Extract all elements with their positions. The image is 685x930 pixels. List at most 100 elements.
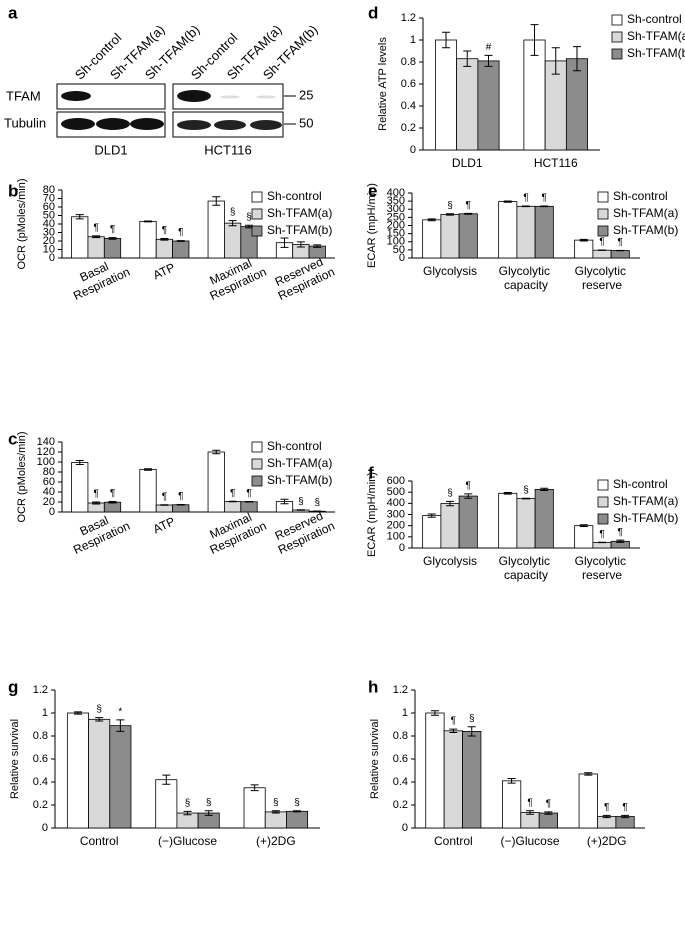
bar [440, 214, 460, 259]
y-tick-label: 1.2 [393, 684, 408, 696]
bar [155, 238, 173, 259]
error-bar [449, 728, 458, 734]
error-bar [75, 214, 84, 220]
size-marker: 50 [299, 115, 313, 130]
y-tick-label: 1 [410, 34, 416, 46]
significance-marker: § [294, 797, 300, 808]
bar [538, 812, 559, 829]
error-bar [584, 772, 593, 776]
error-bar [530, 24, 539, 56]
y-tick-label: 0.2 [401, 122, 416, 134]
y-tick-label: 100 [387, 236, 405, 248]
legend-label: Sh-TFAM(b) [267, 473, 332, 487]
significance-marker: ¶ [93, 489, 98, 500]
bar [443, 730, 463, 829]
y-tick-label: 0 [399, 252, 405, 264]
legend-swatch [597, 496, 609, 508]
error-bar [92, 235, 101, 239]
bar [462, 731, 482, 829]
y-tick-label: 250 [387, 211, 405, 223]
y-tick-label: 0.8 [33, 730, 48, 742]
error-bar [176, 240, 185, 242]
band [177, 120, 211, 130]
y-tick-label: 300 [387, 508, 405, 520]
legend-swatch [251, 441, 263, 453]
y-tick-label: 0.2 [393, 799, 408, 811]
y-tick-label: 50 [43, 209, 55, 221]
bar [207, 451, 225, 513]
bar [434, 39, 458, 151]
error-bar [602, 814, 611, 819]
y-tick-label: 80 [43, 466, 55, 478]
legend-label: Sh-control [613, 477, 668, 491]
error-bar [540, 487, 549, 491]
y-axis-label: ECAR (mpH/min) [366, 183, 378, 268]
y-tick-label: 0.4 [33, 776, 48, 788]
x-tick-label: Basal Respiration [65, 506, 132, 557]
y-tick-label: 100 [37, 456, 55, 468]
cell-line-label: DLD1 [94, 142, 127, 157]
x-tick-label: Basal Respiration [65, 252, 132, 303]
bar [422, 219, 442, 259]
bar [477, 60, 500, 151]
y-tick-label: 0 [399, 542, 405, 554]
error-bar [313, 244, 322, 248]
bar [243, 787, 266, 829]
error-bar [92, 501, 101, 505]
error-bar [280, 498, 289, 505]
x-tick-label: Reserved Respiration [270, 506, 337, 557]
panel-letter: g [8, 677, 18, 696]
legend-swatch [597, 208, 609, 220]
legend-swatch [611, 31, 623, 43]
y-tick-label: 40 [43, 218, 55, 230]
legend-label: Sh-control [613, 189, 668, 203]
bar [498, 492, 518, 549]
band [256, 95, 276, 99]
band [220, 95, 240, 99]
y-tick-label: 400 [387, 497, 405, 509]
protein-label: TFAM [6, 88, 41, 103]
bar [71, 462, 89, 513]
band [61, 91, 91, 101]
legend-swatch [251, 208, 263, 220]
significance-marker: ¶ [599, 529, 604, 540]
significance-marker: § [230, 207, 236, 218]
significance-marker: ¶ [599, 237, 604, 248]
significance-marker: ¶ [523, 193, 528, 204]
significance-marker: § [523, 485, 529, 496]
error-bar [296, 241, 305, 248]
error-bar [484, 54, 493, 67]
significance-marker: ¶ [618, 237, 623, 248]
panel-letter: d [368, 3, 378, 22]
error-bar [228, 220, 237, 227]
bar [139, 221, 157, 259]
significance-marker: § [447, 200, 453, 211]
y-tick-label: 0.2 [33, 799, 48, 811]
x-tick-label: ATP [151, 514, 177, 536]
bar [88, 718, 111, 829]
bar [224, 501, 242, 513]
x-tick-label: Maximal Respiration [202, 506, 269, 557]
bar [597, 816, 617, 829]
bar [155, 779, 178, 829]
significance-marker: ¶ [162, 491, 167, 502]
error-bar [143, 468, 152, 471]
bar [139, 469, 157, 513]
x-tick-label: Control [434, 834, 473, 848]
significance-marker: ¶ [178, 227, 183, 238]
y-tick-label: 1.2 [33, 684, 48, 696]
significance-marker: ¶ [546, 799, 551, 810]
bar [422, 515, 442, 549]
bar [207, 200, 225, 259]
legend-label: Sh-TFAM(b) [627, 46, 685, 60]
panel-letter: c [8, 429, 17, 448]
error-bar [75, 460, 84, 465]
x-tick-label: Control [80, 834, 119, 848]
error-bar [160, 504, 169, 506]
protein-label: Tubulin [4, 115, 46, 130]
y-axis-label: Relative ATP levels [377, 37, 389, 131]
error-bar [446, 213, 454, 216]
significance-marker: ¶ [93, 223, 98, 234]
error-bar [467, 726, 476, 737]
